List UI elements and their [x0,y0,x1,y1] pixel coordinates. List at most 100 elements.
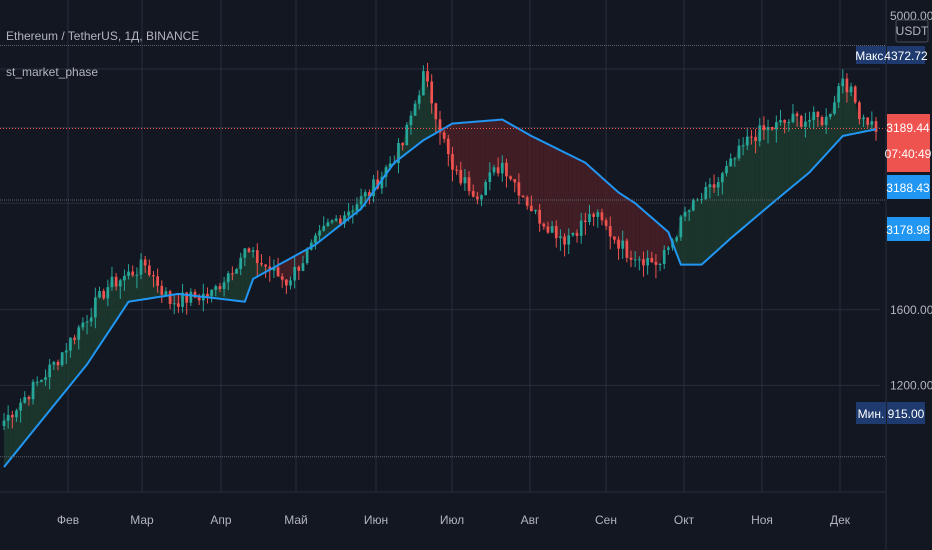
bull-fill-segment [74,327,79,380]
bear-fill-segment [556,148,561,239]
candle-body [19,402,22,411]
candle-body [542,223,546,227]
candle-body [388,163,392,168]
bear-fill-segment [635,203,640,260]
candle-body [563,236,566,245]
candle-body [625,240,629,258]
candle-body [559,236,562,239]
indicator-value-2: 3178.98 [886,223,930,237]
candle-body [289,280,292,286]
indicator-value-badge-2: 3178.98 [886,217,930,241]
candle-body [422,71,425,96]
price-tick-label: 1600.00 [890,303,932,317]
candle-body [314,235,317,243]
candle-body [488,172,492,182]
candle-body [451,154,454,170]
bull-fill-segment [8,414,13,462]
candle-body [359,196,363,205]
candle-body [467,177,471,192]
candle-body [708,184,712,188]
bear-fill-segment [456,122,461,184]
bull-fill-segment [714,182,719,254]
candle-body [189,291,193,303]
bull-fill-segment [859,117,864,133]
bull-fill-segment [813,111,818,168]
bull-fill-segment [128,271,133,302]
candle-body [27,397,31,400]
bull-fill-segment [232,269,237,301]
candle-body [73,337,76,340]
candle-body [52,361,56,365]
bull-fill-segment [738,145,744,232]
candle-body [509,176,512,180]
candle-body [363,192,367,197]
bull-fill-segment [718,173,723,250]
symbol-title: Ethereum / TetherUS, 1Д, BINANCE [6,29,199,43]
candle-body [687,210,691,212]
time-tick-label: Фев [57,513,79,527]
bear-fill-segment [564,152,569,245]
candle-body [617,239,620,249]
candle-body [683,211,687,217]
bull-fill-segment [809,111,814,173]
candle-body [716,182,720,188]
candle-body [164,291,168,295]
candle-body [185,292,189,303]
candle-body [787,122,791,124]
candle-body [405,124,409,146]
bear-fill-segment [477,121,482,200]
bull-fill-segment [842,78,847,136]
candle-body [77,327,81,340]
candle-body [621,240,625,249]
bull-fill-segment [780,120,785,197]
candle-body [691,200,695,211]
candle-body [588,214,591,223]
candle-body [143,259,147,266]
bull-fill-segment [822,116,827,159]
candle-body [808,120,811,122]
candle-body [476,196,479,200]
candle-body [762,125,766,131]
price-tick-label: 1200.00 [890,378,932,392]
candle-body [264,264,267,267]
candle-body [135,274,139,276]
bear-fill-segment [481,120,486,196]
candle-body [131,271,135,276]
bull-fill-segment [747,136,752,225]
time-tick-label: Июн [364,513,388,527]
price-axis[interactable]: 1200.00 1600.00 [890,303,932,393]
candle-body [592,214,595,217]
candle-body [521,195,525,198]
candle-body [297,266,301,271]
candle-body [700,198,703,200]
candle-body [2,420,6,426]
candle-body [44,377,47,380]
candle-body [376,179,380,189]
candle-body [197,297,201,301]
candle-body [338,218,342,224]
candle-body [110,276,114,288]
bear-fill-segment [290,256,295,281]
candle-body [231,273,234,275]
time-axis[interactable]: Фев Мар Апр Май Июн Июл Авг Сен Окт Ноя Дек [57,513,851,527]
price-lines [0,45,886,458]
candle-body [642,259,645,266]
candle-body [434,103,438,120]
bear-fill-segment [186,291,191,303]
candle-body [222,282,226,289]
candle-body [172,303,176,305]
bear-fill-segment [298,251,303,271]
candle-body [380,176,384,189]
currency-button[interactable]: USDT [895,19,929,43]
candle-body [89,317,93,322]
candle-body [276,267,280,277]
indicator-name[interactable]: st_market_phase [6,65,98,79]
candle-body [156,276,159,286]
bear-fill-segment [552,146,557,239]
candle-body [384,167,388,177]
candle-body [538,209,542,224]
bear-fill-segment [664,228,669,250]
bull-fill-segment [149,275,154,299]
